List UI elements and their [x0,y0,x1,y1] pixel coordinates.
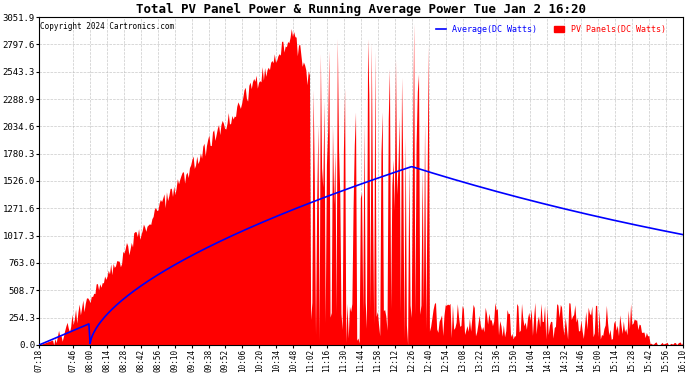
Legend: Average(DC Watts), PV Panels(DC Watts): Average(DC Watts), PV Panels(DC Watts) [432,22,669,38]
Title: Total PV Panel Power & Running Average Power Tue Jan 2 16:20: Total PV Panel Power & Running Average P… [136,3,586,16]
Text: Copyright 2024 Cartronics.com: Copyright 2024 Cartronics.com [41,22,175,31]
